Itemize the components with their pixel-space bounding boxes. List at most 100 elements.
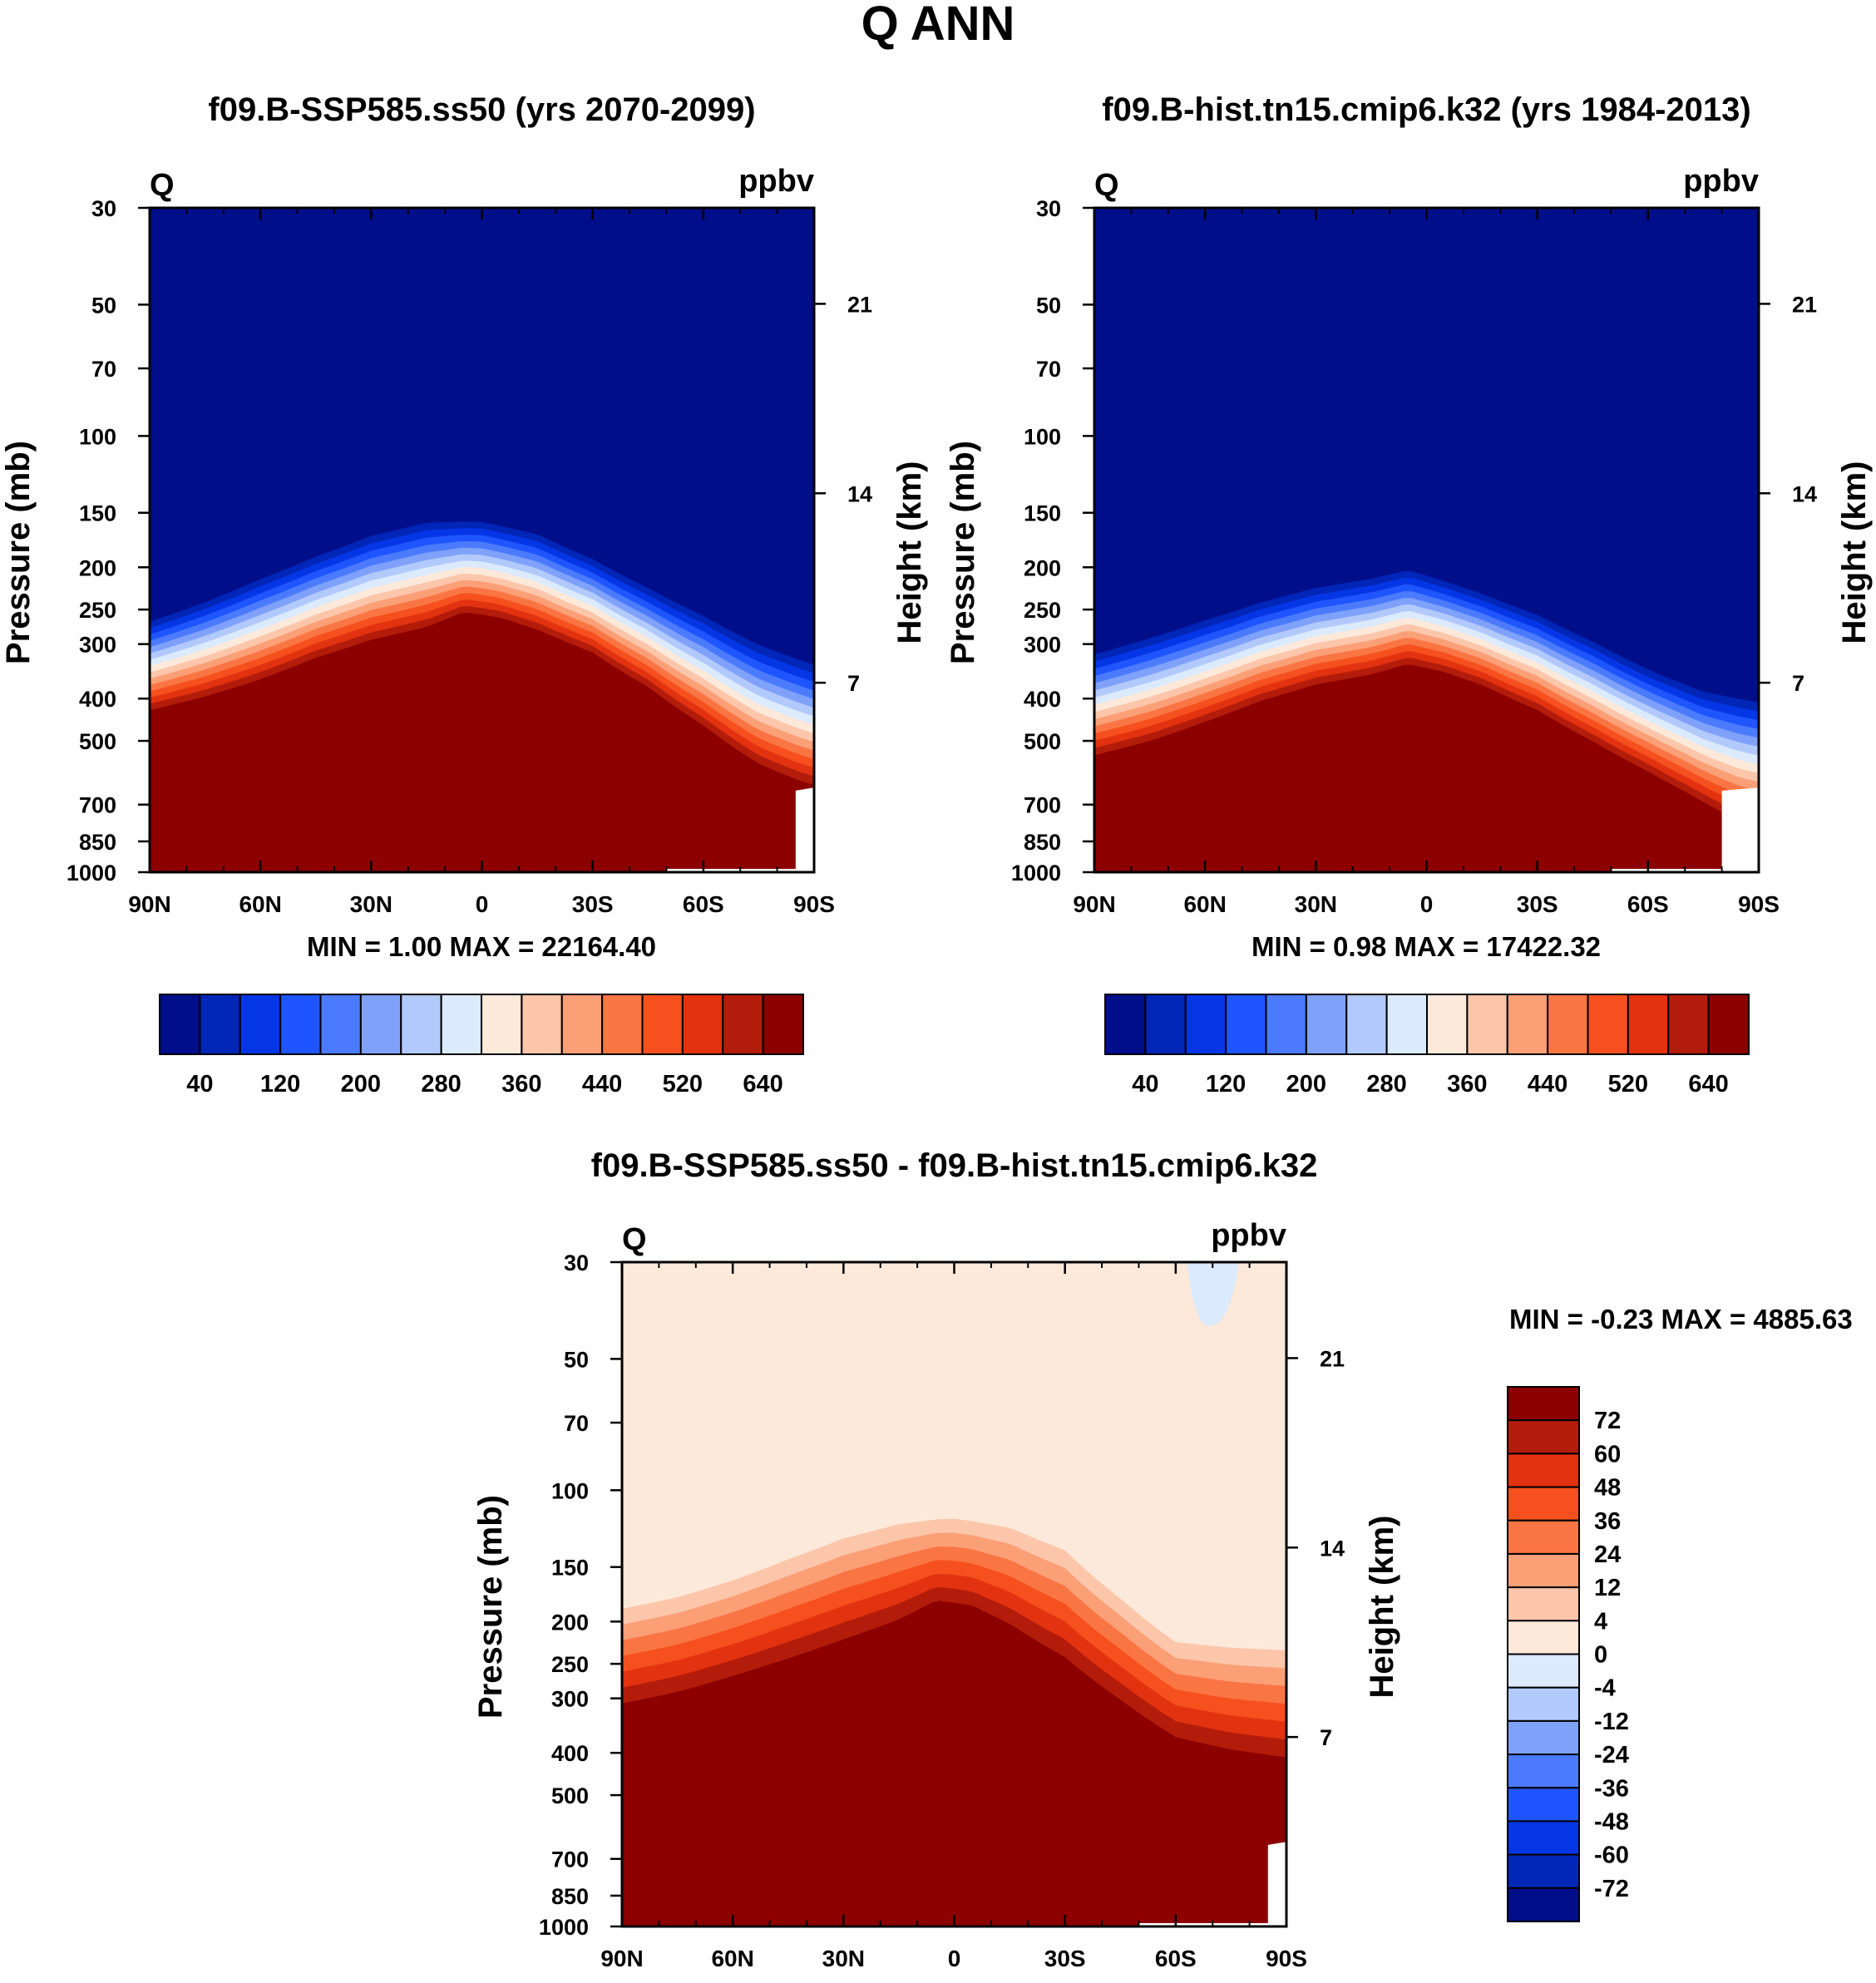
y-tick-label: 700 [79, 793, 116, 818]
x-tick-label: 60N [1183, 891, 1226, 917]
figure-title: Q ANN [861, 0, 1015, 51]
colorbar-label: 40 [1132, 1071, 1158, 1098]
contour-band-max [622, 1614, 1286, 1926]
colorbar-swatch [319, 994, 362, 1055]
x-tick-label: 60N [711, 1946, 753, 1971]
y-tick-label: 300 [79, 633, 116, 658]
colorbar-swatch [1507, 1620, 1580, 1655]
y-tick-label: 50 [91, 293, 116, 318]
panel-title: f09.B-SSP585.ss50 - f09.B-hist.tn15.cmip… [591, 1147, 1318, 1184]
colorbar-label: 0 [1594, 1642, 1607, 1669]
colorbar-swatch [1507, 1519, 1580, 1555]
y-tick-label: 1000 [539, 1915, 589, 1940]
colorbar-label: 440 [582, 1071, 622, 1098]
units-label: ppbv [738, 164, 814, 199]
y-tick-label: 250 [1024, 598, 1061, 623]
colorbar-label: 520 [663, 1071, 703, 1098]
height-tick-label: 21 [1320, 1346, 1345, 1371]
y-axis-title: Pressure (mb) [0, 441, 37, 664]
colorbar-label: 640 [1688, 1071, 1728, 1098]
y-axis-title: Pressure (mb) [945, 441, 981, 664]
units-label: ppbv [1211, 1218, 1286, 1253]
colorbar-swatch [440, 994, 482, 1055]
x-tick-label: 60N [239, 891, 281, 917]
x-tick-label: 90S [1738, 891, 1780, 917]
colorbar-label: 200 [1286, 1071, 1326, 1098]
colorbar-label: -72 [1594, 1876, 1629, 1902]
height-tick-label: 7 [847, 671, 860, 696]
x-tick-label: 0 [948, 1946, 961, 1971]
colorbar-swatch [1507, 1453, 1580, 1488]
y-axis-title: Pressure (mb) [472, 1495, 509, 1719]
variable-label: Q [1094, 168, 1119, 203]
colorbar-swatch [1507, 1887, 1580, 1922]
colorbar-swatch [601, 994, 644, 1055]
x-tick-label: 30N [1295, 891, 1337, 917]
colorbar-label: -24 [1594, 1742, 1629, 1768]
height-tick-label: 14 [1792, 481, 1817, 506]
colorbar-swatch [1507, 1820, 1580, 1856]
contour-field [150, 208, 814, 872]
y-tick-label: 30 [1036, 196, 1061, 221]
colorbar-swatch [681, 994, 724, 1055]
colorbar-swatch [1426, 994, 1469, 1055]
colorbar-label: -12 [1594, 1709, 1629, 1735]
colorbar-swatch [1385, 994, 1428, 1055]
y-tick-label: 50 [564, 1347, 589, 1372]
colorbar-label: 120 [1206, 1071, 1246, 1098]
colorbar-swatch [1547, 994, 1589, 1055]
missing-data-region [1721, 787, 1759, 872]
colorbar-label: 40 [186, 1071, 213, 1098]
y-tick-label: 100 [551, 1478, 589, 1503]
colorbar-label: -36 [1594, 1775, 1629, 1802]
y-tick-label: 100 [1024, 424, 1061, 449]
y-tick-label: 500 [1024, 729, 1061, 754]
colorbar-label: 72 [1594, 1408, 1621, 1434]
y-tick-label: 100 [79, 424, 116, 449]
colorbar-swatch [1144, 994, 1187, 1055]
y-tick-label: 300 [1024, 633, 1061, 658]
x-tick-label: 90N [600, 1946, 643, 1971]
colorbar-label: 36 [1594, 1508, 1621, 1535]
colorbar-label: 360 [501, 1071, 541, 1098]
contour-field [1094, 208, 1759, 872]
y-tick-label: 150 [79, 501, 116, 526]
colorbar-swatch [1507, 1386, 1580, 1422]
colorbar-swatch [1667, 994, 1710, 1055]
y-tick-label: 1000 [67, 861, 116, 885]
y-tick-label: 200 [551, 1610, 589, 1635]
colorbar-swatch [279, 994, 322, 1055]
colorbar-label: 280 [1366, 1071, 1406, 1098]
y-tick-label: 30 [91, 196, 116, 221]
contour-field [622, 1262, 1286, 1926]
x-tick-label: 30S [572, 891, 614, 917]
colorbar-swatch [1707, 994, 1750, 1055]
colorbar-label: 640 [743, 1071, 782, 1098]
y-tick-label: 850 [79, 830, 116, 855]
height-tick-label: 14 [1320, 1536, 1345, 1561]
height-tick-label: 21 [847, 292, 872, 317]
colorbar-swatch [641, 994, 684, 1055]
x-tick-label: 60S [683, 891, 724, 917]
colorbar-swatch [762, 994, 804, 1055]
y-tick-label: 1000 [1011, 861, 1061, 885]
colorbar-label: 440 [1528, 1071, 1567, 1098]
colorbar-swatch [359, 994, 402, 1055]
colorbar-swatch [1184, 994, 1227, 1055]
height-tick-label: 7 [1320, 1725, 1332, 1750]
colorbar-swatch [1627, 994, 1670, 1055]
y-tick-label: 850 [551, 1884, 589, 1909]
colorbar-label: -4 [1594, 1675, 1616, 1702]
colorbar-swatch [1507, 1686, 1580, 1722]
colorbar-swatch [159, 994, 201, 1055]
y-axis-title-right: Height (km) [891, 461, 928, 644]
y-tick-label: 150 [551, 1556, 589, 1581]
colorbar-swatch [239, 994, 282, 1055]
colorbar-label: 200 [341, 1071, 381, 1098]
colorbar-swatch [199, 994, 241, 1055]
missing-data-region [1267, 1842, 1286, 1926]
y-tick-label: 500 [551, 1783, 589, 1808]
colorbar-swatch [560, 994, 604, 1055]
colorbar-label: 120 [260, 1071, 300, 1098]
x-tick-label: 30N [350, 891, 392, 917]
